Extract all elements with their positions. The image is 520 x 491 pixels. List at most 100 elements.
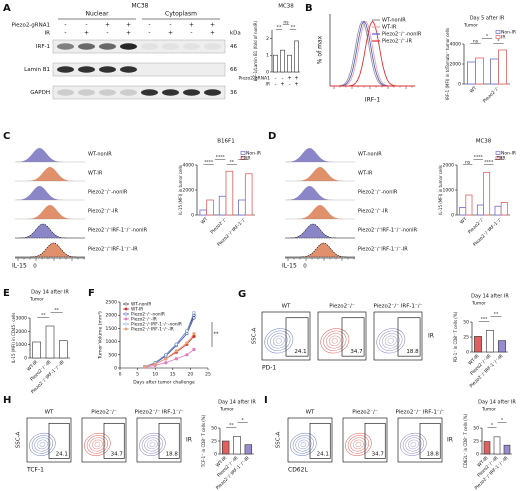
blot-band [78,43,95,50]
significance: **** [216,155,226,161]
blot-band [141,43,158,50]
contour [146,439,158,450]
y-tick-label: 0 [458,82,461,88]
x-axis-label: PD-1 [262,365,276,372]
contour [407,439,419,450]
point [174,357,178,361]
chart-subtitle: Tumor [29,297,44,303]
histogram [15,186,85,200]
histogram-label: Piezo2⁻/⁻IRF-1⁻/⁻-nonIR [88,228,148,234]
bar [280,49,285,73]
contour [31,435,54,454]
bar [500,202,508,216]
point [153,362,157,366]
significance: ** [229,423,234,429]
bar [467,61,476,85]
histogram [330,20,415,87]
y-tick-label: 1000 [16,342,28,348]
gate [419,422,441,459]
significance: **** [204,160,214,166]
panel-letter: G [238,289,246,300]
blot-band [120,66,137,73]
panel-letter: F [88,288,95,299]
contour [326,333,344,349]
gate-value: 24.1 [56,452,68,458]
contour [144,437,161,452]
contour [89,437,106,452]
panel-letter: C [3,131,10,142]
bar [273,54,278,73]
blot-strip [52,39,226,54]
column-header: Piezo2⁻/⁻ [329,304,355,310]
column-header: WT [45,410,54,416]
contour [272,335,285,346]
legend-marker [124,302,128,306]
chart-title: Day 14 after IR [471,294,509,300]
bar [32,341,41,359]
blot-band [99,66,116,73]
point [164,353,168,357]
x-tick-label: Piezo2⁻/⁻ [482,85,501,104]
bar [233,436,241,455]
gate [48,422,70,459]
contour [328,335,341,346]
histogram [285,205,355,219]
blot-sign: - [169,22,171,29]
contour [345,432,372,456]
gate-value: 34.7 [111,452,124,458]
significance: ** [494,312,499,318]
legend-marker [124,307,128,311]
legend-label: Piezo2⁻/⁻-nonIR [131,312,165,318]
y-tick-label: 2000 [443,163,455,169]
y-tick-label: 2000 [450,62,462,68]
point [192,347,196,352]
significance: * [486,34,489,40]
y-tick-label: 500 [108,352,117,358]
column-header: WT [282,304,291,310]
blot-sign: - [85,22,87,29]
histogram [285,167,355,181]
significance: ** [41,313,46,319]
x-tick-label: 5 [136,372,139,378]
x-tick-label: 20 [188,372,194,378]
chart-subtitle: Tumor [219,407,234,413]
legend-label: IR [246,156,250,162]
gate [364,422,386,459]
significance: ** [54,308,59,314]
y-tick-label: 50 [473,426,479,432]
bar [498,49,507,85]
blot-band [78,89,95,96]
y-tick-label: 4000 [183,163,195,169]
chart-title: Day 14 after IR [478,400,516,406]
y-axis-label: % of max [317,35,324,64]
histogram-label: Piezo2⁻/⁻IRF-1⁻/⁻-nonIR [358,228,418,234]
y-axis-label: IL-15 (MFI) in tumor cells [438,165,443,215]
contour [36,439,48,450]
legend-label: WT-nonIR [131,302,151,308]
band-label: IRF-1 [36,44,50,50]
x-axis-label: IL-15 [12,263,27,270]
significance: * [501,418,504,424]
row-label: IR [266,82,270,88]
gate-value: 18.8 [166,452,179,458]
y-tick-label: 1000 [443,188,455,194]
legend-swatch [240,151,246,155]
y-tick-label: 1000 [106,339,118,345]
band-label: Lamin B1 [24,67,50,73]
x-tick-label: WT [469,85,479,95]
y-tick-label: 25 [473,439,479,445]
blot-band [162,43,179,50]
y-axis-label: IL-15 (MFI) in tumor cells [178,165,183,215]
chart-title: MC38 [278,4,294,10]
point [164,361,168,365]
blot-sign: - [106,30,108,37]
panel-letter: A [3,3,11,14]
contour [402,435,425,454]
bar [59,340,68,359]
y-tick-label: 0 [114,366,117,372]
y-axis-label: PD-1⁺ in CD8⁺ T cells (%) [453,311,458,362]
y-axis-label: Tumor Volume (mm³) [98,311,104,360]
condition-label: IR [186,437,192,444]
panel-letter: I [264,395,268,406]
histogram-label: Piezo2⁻/⁻IRF-1⁻/⁻-IR [88,247,138,253]
